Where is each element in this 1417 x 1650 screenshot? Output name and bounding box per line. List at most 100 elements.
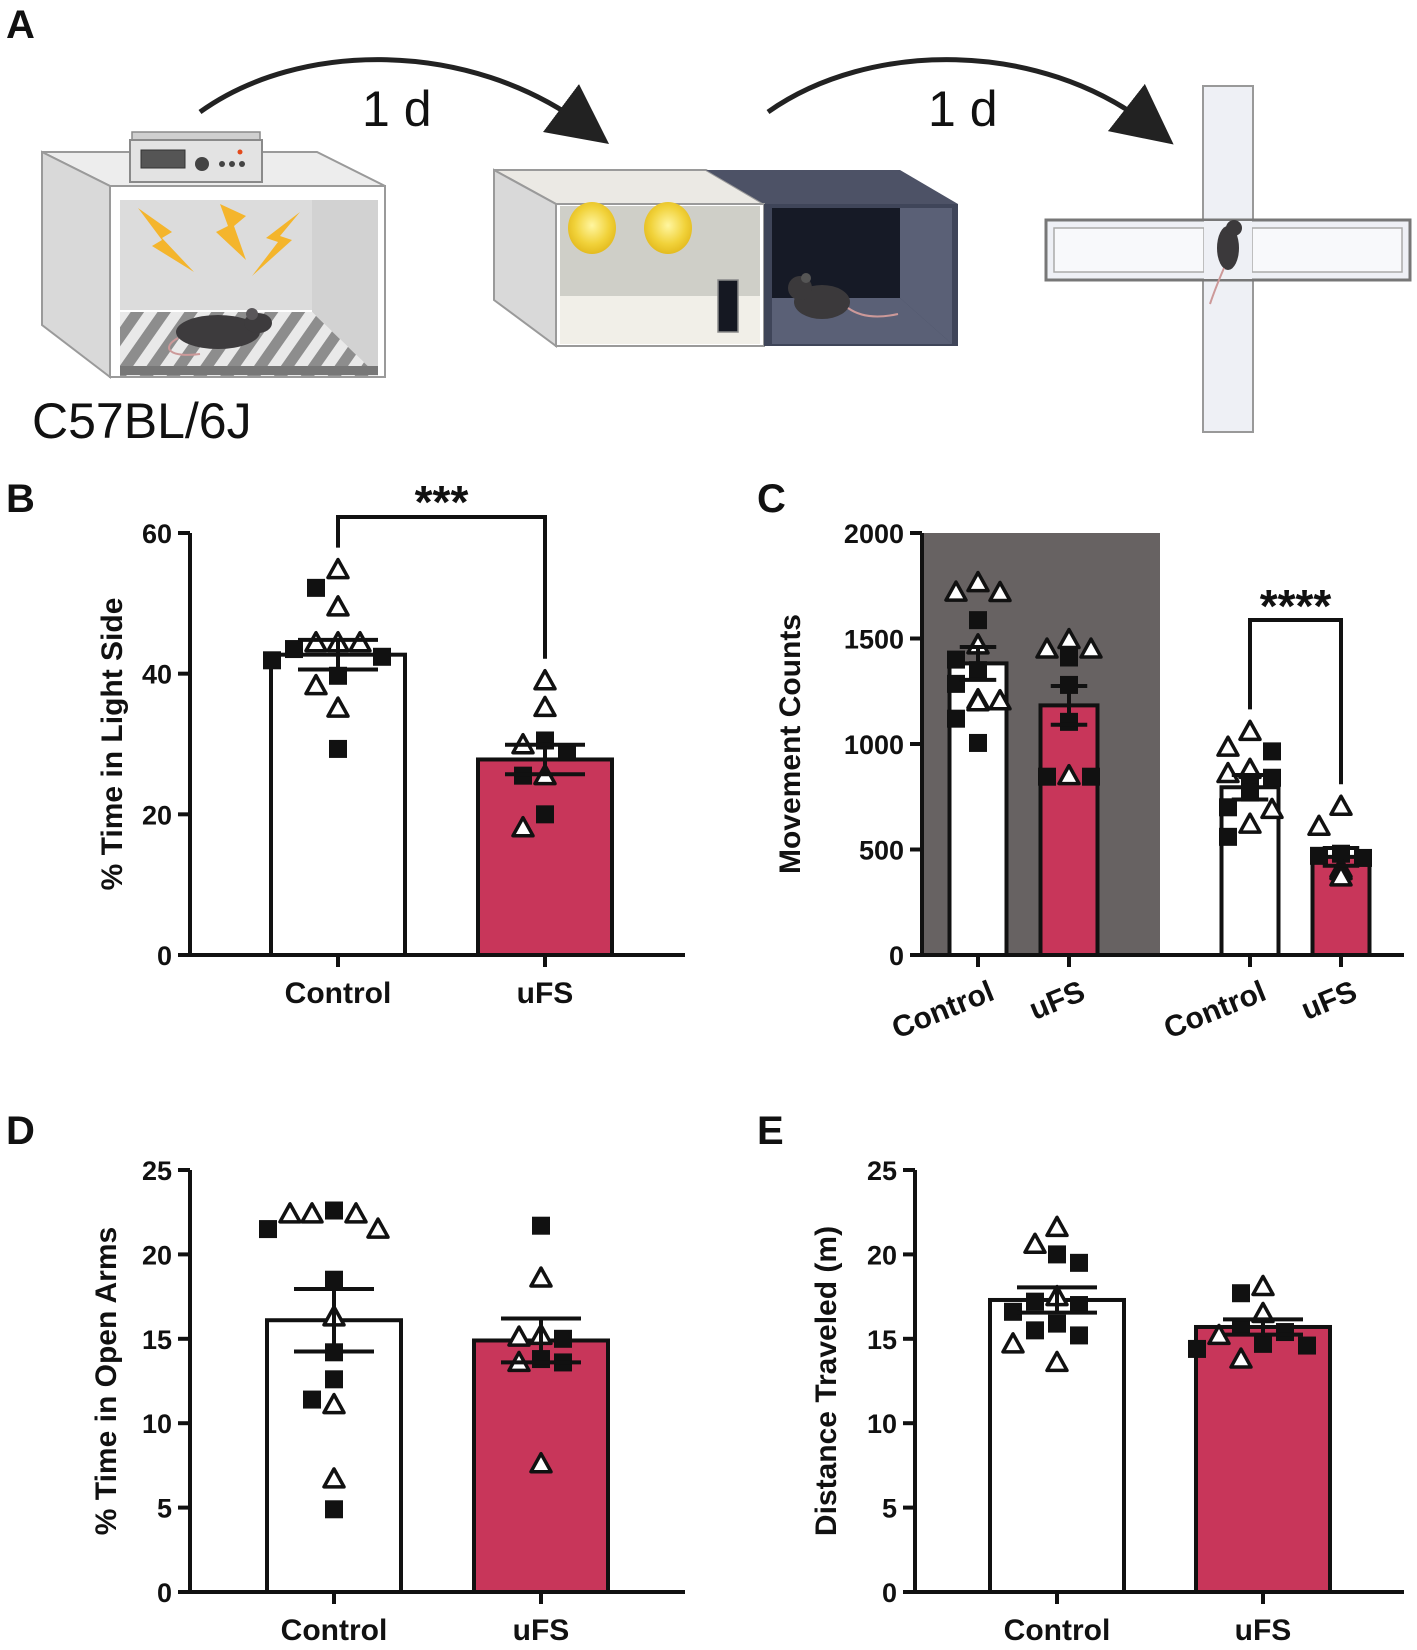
y-tick-label: 25 bbox=[867, 1156, 897, 1186]
data-point-square bbox=[325, 1270, 343, 1289]
data-point-square bbox=[325, 1201, 343, 1220]
data-point-triangle bbox=[1251, 1274, 1275, 1297]
x-category-label: uFS bbox=[1297, 975, 1362, 1027]
data-point-square bbox=[1219, 827, 1237, 846]
data-point-square bbox=[1038, 767, 1056, 786]
y-tick-label: 2000 bbox=[844, 519, 904, 549]
data-point-square bbox=[947, 709, 965, 728]
y-tick-label: 5 bbox=[157, 1494, 172, 1524]
data-point-triangle bbox=[326, 557, 350, 580]
data-point-triangle bbox=[1216, 735, 1240, 757]
shock-chamber-illustration bbox=[41, 131, 386, 380]
y-tick-label: 10 bbox=[142, 1409, 172, 1439]
y-tick-label: 0 bbox=[157, 941, 172, 971]
data-point-square bbox=[1219, 798, 1237, 817]
x-category-label: uFS bbox=[1235, 1614, 1292, 1647]
data-point-triangle bbox=[300, 1202, 324, 1224]
data-point-square bbox=[947, 650, 965, 669]
panel-letter-b: B bbox=[6, 477, 35, 521]
light-bulb-icon bbox=[568, 202, 616, 254]
x-category-label: Control bbox=[887, 975, 998, 1046]
data-point-square bbox=[325, 1500, 343, 1519]
data-point-triangle bbox=[1229, 1347, 1253, 1369]
data-point-triangle bbox=[1329, 794, 1353, 816]
data-point-triangle bbox=[988, 688, 1012, 711]
y-tick-label: 20 bbox=[142, 1240, 172, 1270]
data-point-square bbox=[1254, 1334, 1272, 1353]
y-axis-title: % Time in Open Arms bbox=[90, 1227, 123, 1535]
y-tick-label: 10 bbox=[867, 1409, 897, 1439]
y-tick-label: 40 bbox=[142, 660, 172, 690]
significance-label: *** bbox=[415, 476, 469, 528]
data-point-triangle bbox=[366, 1217, 390, 1239]
data-point-square bbox=[1310, 846, 1328, 865]
significance-bracket bbox=[336, 515, 547, 659]
data-point-square bbox=[558, 743, 576, 762]
data-point-triangle bbox=[533, 668, 557, 691]
data-point-triangle bbox=[1238, 719, 1262, 742]
data-point-triangle bbox=[304, 673, 328, 696]
mouse-icon bbox=[1209, 220, 1242, 305]
x-category-label: uFS bbox=[517, 977, 574, 1010]
x-category-label: uFS bbox=[513, 1614, 570, 1647]
data-point-triangle bbox=[1045, 1215, 1069, 1238]
data-point-triangle bbox=[1057, 763, 1081, 786]
data-point-triangle bbox=[529, 1451, 553, 1474]
data-point-triangle bbox=[529, 1266, 553, 1288]
data-point-square bbox=[1082, 767, 1100, 786]
data-point-triangle bbox=[533, 695, 557, 718]
x-category-label: uFS bbox=[1025, 975, 1090, 1027]
door-opening bbox=[717, 279, 739, 333]
y-tick-label: 25 bbox=[142, 1156, 172, 1186]
y-tick-label: 0 bbox=[157, 1578, 172, 1608]
y-tick-label: 20 bbox=[142, 800, 172, 830]
data-point-triangle bbox=[1035, 637, 1059, 659]
y-tick-label: 1500 bbox=[844, 625, 904, 655]
data-point-triangle bbox=[326, 696, 350, 718]
x-category-label: Control bbox=[1004, 1614, 1111, 1647]
data-point-square bbox=[1354, 848, 1372, 867]
data-point-square bbox=[1070, 1253, 1088, 1272]
data-point-triangle bbox=[1023, 1232, 1047, 1255]
data-point-triangle bbox=[322, 1467, 346, 1489]
y-axis-title: Distance Traveled (m) bbox=[810, 1226, 843, 1536]
data-point-triangle bbox=[326, 595, 350, 617]
panel-letter-c: C bbox=[757, 477, 786, 521]
data-point-square bbox=[969, 611, 987, 630]
data-point-square bbox=[1048, 1245, 1066, 1264]
data-point-square bbox=[554, 1329, 572, 1348]
lightning-icon bbox=[138, 208, 194, 272]
interval-label-2: 1 d bbox=[928, 81, 998, 137]
data-point-square bbox=[263, 651, 281, 670]
y-tick-label: 15 bbox=[867, 1325, 897, 1355]
mouse-icon bbox=[788, 273, 899, 319]
data-point-square bbox=[1070, 1296, 1088, 1315]
significance-label: **** bbox=[1260, 580, 1332, 632]
bar-control-0 bbox=[265, 1318, 403, 1595]
y-tick-label: 15 bbox=[142, 1325, 172, 1355]
y-axis-title: % Time in Light Side bbox=[96, 598, 129, 891]
data-point-triangle bbox=[511, 815, 535, 838]
x-category-label: Control bbox=[281, 1614, 388, 1647]
significance-bracket bbox=[1248, 618, 1343, 785]
data-point-triangle bbox=[1329, 865, 1353, 887]
data-point-square bbox=[1070, 1326, 1088, 1345]
y-tick-label: 5 bbox=[882, 1494, 897, 1524]
data-point-square bbox=[259, 1220, 277, 1239]
chart-distance-traveled: 0 5 10 15 20 25 Control uFS Distance Traveled (m… bbox=[810, 1156, 1404, 1647]
data-point-triangle bbox=[944, 580, 968, 602]
data-point-triangle bbox=[1057, 627, 1081, 650]
panel-a: A bbox=[6, 3, 1412, 449]
data-point-square bbox=[1232, 1317, 1250, 1336]
data-point-square bbox=[1004, 1302, 1022, 1321]
data-point-square bbox=[1026, 1321, 1044, 1340]
panel-letter-a: A bbox=[6, 3, 35, 47]
y-tick-label: 500 bbox=[859, 836, 904, 866]
data-point-square bbox=[1263, 742, 1281, 761]
y-axis-title: Movement Counts bbox=[774, 614, 807, 874]
data-point-square bbox=[536, 805, 554, 824]
x-category-label: Control bbox=[1159, 975, 1270, 1046]
y-tick-label: 0 bbox=[889, 941, 904, 971]
light-bulb-icon bbox=[644, 202, 692, 254]
interval-label-1: 1 d bbox=[362, 81, 432, 137]
